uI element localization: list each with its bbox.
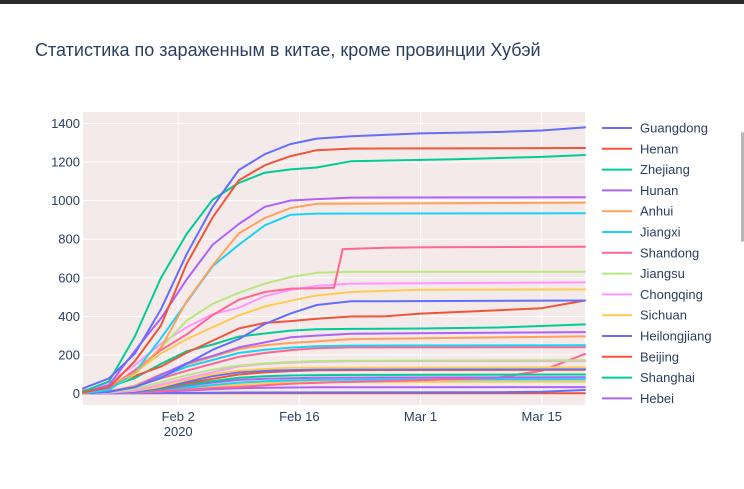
series-line — [82, 147, 586, 394]
legend-layer[interactable]: Guangdong Henan Zhejiang Hunan Anhui Jiangxi S… — [602, 121, 712, 406]
x-tick-label: Mar 1 — [404, 409, 437, 424]
legend-item[interactable]: Sichuan — [602, 308, 687, 323]
legend-label: Shanghai — [640, 370, 695, 385]
y-tick-label: 0 — [73, 386, 80, 401]
legend-item[interactable]: Zhejiang — [602, 162, 690, 177]
legend-label: Zhejiang — [640, 162, 690, 177]
legend-label: Jiangsu — [640, 266, 685, 281]
legend-label: Heilongjiang — [640, 329, 712, 344]
legend-item[interactable]: Anhui — [602, 204, 673, 219]
y-tick-label: 800 — [58, 232, 80, 247]
series-line — [82, 126, 586, 390]
series-line — [82, 335, 586, 395]
x-year-label: 2020 — [164, 424, 193, 439]
series-line — [82, 270, 586, 395]
series-line — [82, 299, 586, 395]
series-line — [82, 281, 586, 394]
legend-item[interactable]: Hebei — [602, 391, 674, 406]
legend-label: Beijing — [640, 349, 679, 364]
y-tick-label: 1000 — [51, 193, 80, 208]
legend-label: Hebei — [640, 391, 674, 406]
legend-label: Shandong — [640, 245, 699, 260]
legend-item[interactable]: Beijing — [602, 349, 679, 364]
legend-label: Sichuan — [640, 308, 687, 323]
legend-item[interactable]: Shanghai — [602, 370, 695, 385]
series-line — [82, 201, 586, 395]
y-tick-label: 200 — [58, 347, 80, 362]
legend-item[interactable]: Henan — [602, 141, 678, 156]
legend-item[interactable]: Jiangxi — [602, 225, 681, 240]
legend-label: Henan — [640, 141, 678, 156]
legend-item[interactable]: Hunan — [602, 183, 678, 198]
legend-label: Guangdong — [640, 121, 708, 136]
legend-item[interactable]: Jiangsu — [602, 266, 685, 281]
series-line — [82, 359, 586, 395]
y-tick-label: 400 — [58, 309, 80, 324]
plot-background — [83, 112, 585, 405]
top-bar — [0, 0, 744, 4]
chart-title: Статистика по зараженным в китае, кроме … — [35, 40, 541, 60]
x-tick-layer: Feb 2 Feb 16 Mar 1 Mar 15 2020 — [162, 409, 562, 439]
y-tick-label: 1400 — [51, 116, 80, 131]
x-tick-label: Feb 16 — [279, 409, 319, 424]
legend-label: Chongqing — [640, 287, 703, 302]
legend-scrollbar[interactable] — [741, 132, 744, 242]
y-tick-label: 1200 — [51, 155, 80, 170]
legend-item[interactable]: Chongqing — [602, 287, 703, 302]
x-tick-label: Mar 15 — [521, 409, 561, 424]
legend-item[interactable]: Shandong — [602, 245, 699, 260]
series-line — [82, 154, 586, 393]
legend-label: Jiangxi — [640, 225, 681, 240]
legend-label: Hunan — [640, 183, 678, 198]
series-layer — [82, 126, 586, 395]
legend-label: Anhui — [640, 204, 673, 219]
x-tick-label: Feb 2 — [162, 409, 195, 424]
series-line — [82, 299, 586, 392]
y-tick-label: 600 — [58, 270, 80, 285]
legend-item[interactable]: Heilongjiang — [602, 329, 712, 344]
y-tick-layer: 0 200 400 600 800 1000 1200 1400 — [51, 116, 80, 401]
legend-item[interactable]: Guangdong — [602, 121, 708, 136]
